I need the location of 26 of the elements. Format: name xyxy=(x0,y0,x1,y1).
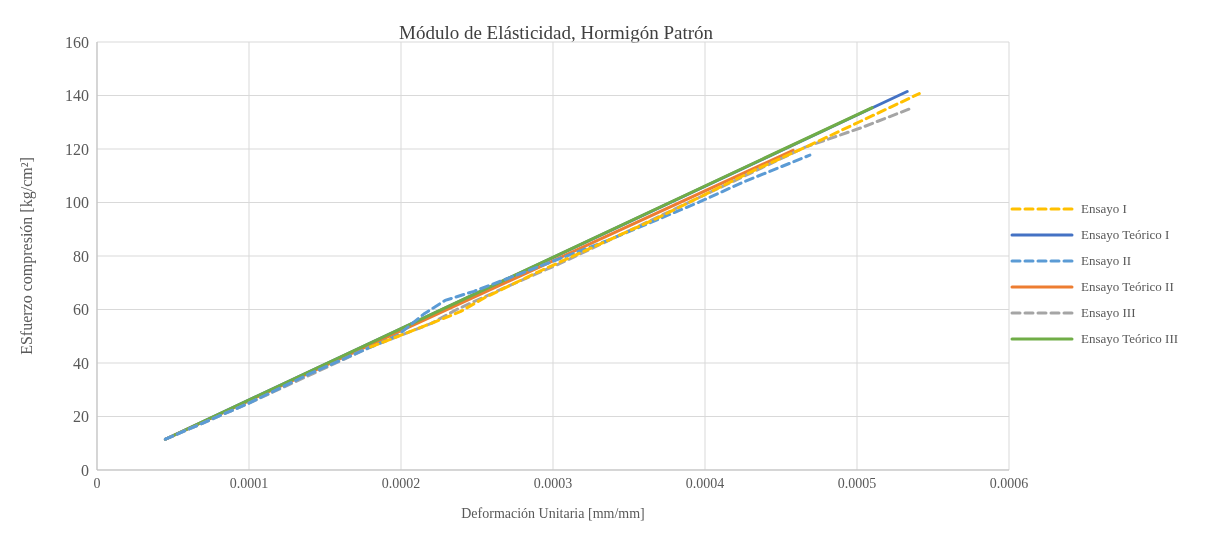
chart-title: Módulo de Elásticidad, Hormigón Patrón xyxy=(398,22,714,44)
x-tick-label: 0.0006 xyxy=(989,475,1029,491)
x-tick-label: 0.0004 xyxy=(685,475,725,491)
y-tick-label: 20 xyxy=(73,408,89,426)
line-series xyxy=(369,92,921,349)
x-tick-label: 0.0002 xyxy=(381,475,421,491)
y-tick-label: 40 xyxy=(73,354,89,372)
legend-label: Ensayo Teórico II xyxy=(1081,279,1174,295)
y-axis-title: ESfuerzo compresión [kg/cm²] xyxy=(17,157,36,355)
x-tick-label: 0.0001 xyxy=(229,475,269,491)
y-tick-label: 120 xyxy=(65,140,89,158)
x-tick-label: 0 xyxy=(93,475,101,491)
legend-label: Ensayo I xyxy=(1081,201,1127,217)
x-tick-label: 0.0005 xyxy=(837,475,877,491)
y-tick-label: 140 xyxy=(65,87,89,105)
y-tick-label: 160 xyxy=(65,33,89,51)
y-tick-label: 80 xyxy=(73,247,89,265)
x-axis-title: Deformación Unitaria [mm/mm] xyxy=(461,506,645,521)
y-tick-label: 0 xyxy=(81,461,89,479)
legend-label: Ensayo Teórico III xyxy=(1081,331,1179,347)
legend-label: Ensayo II xyxy=(1081,253,1132,269)
x-tick-label: 0.0003 xyxy=(533,475,573,491)
y-tick-label: 100 xyxy=(65,194,89,212)
legend-label: Ensayo III xyxy=(1081,305,1136,321)
y-tick-label: 60 xyxy=(73,301,89,319)
legend-label: Ensayo Teórico I xyxy=(1081,227,1170,243)
